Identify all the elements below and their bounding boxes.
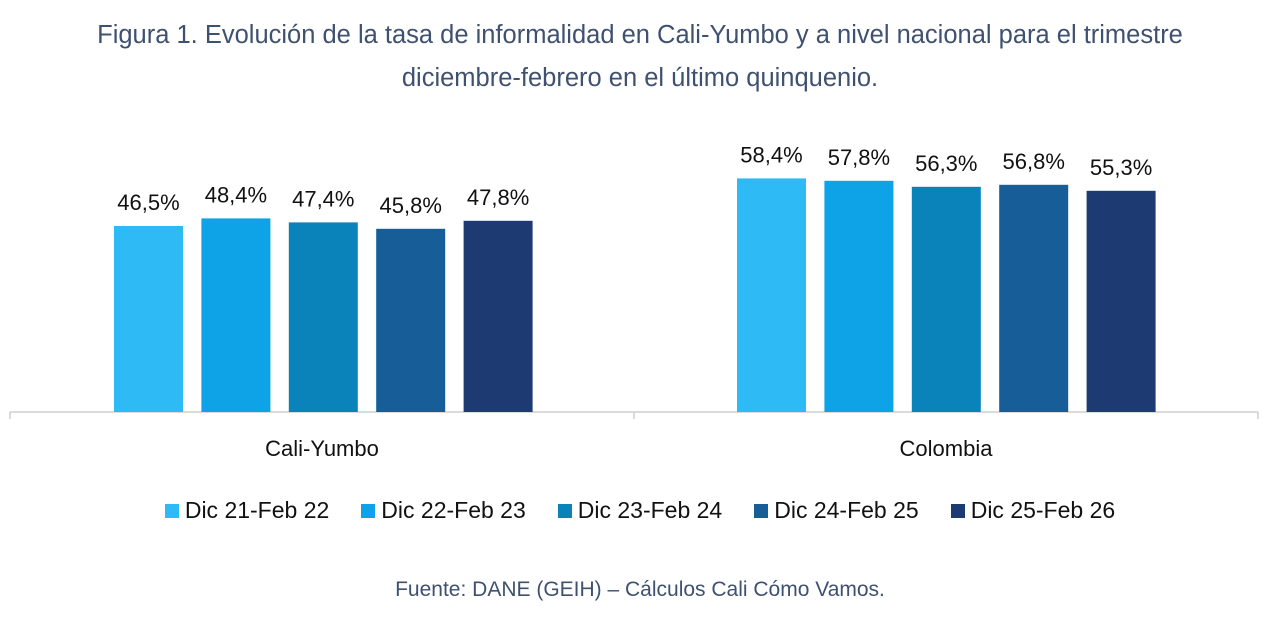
bar-cali-yumbo-1 (114, 226, 183, 412)
data-label: 58,4% (740, 142, 802, 167)
legend-swatch (361, 503, 376, 518)
bar-colombia-5 (1086, 190, 1156, 412)
category-label: Colombia (900, 436, 994, 461)
data-label: 47,8% (467, 185, 529, 210)
legend-item: Dic 21-Feb 22 (164, 497, 330, 524)
bar-cali-yumbo-3 (288, 222, 358, 412)
chart-title: Figura 1. Evolución de la tasa de inform… (0, 14, 1280, 100)
data-label: 45,8% (380, 193, 442, 218)
bar-colombia-1 (737, 178, 806, 412)
legend-label: Dic 22-Feb 23 (381, 497, 526, 523)
data-label: 57,8% (828, 145, 890, 170)
bar-cali-yumbo-4 (376, 228, 446, 412)
category-label: Cali-Yumbo (265, 436, 379, 461)
legend-label: Dic 25-Feb 26 (970, 497, 1116, 523)
legend-swatch (557, 503, 572, 518)
data-label: 55,3% (1090, 155, 1152, 180)
legend-swatch (164, 503, 179, 518)
bar-cali-yumbo-2 (201, 218, 271, 412)
data-label: 56,8% (1003, 149, 1065, 174)
chart-legend: Dic 21-Feb 22 Dic 22-Feb 23 Dic 23-Feb 24 D… (0, 497, 1280, 524)
legend-item: Dic 24-Feb 25 (754, 497, 919, 524)
legend-swatch (950, 503, 965, 518)
data-label: 48,4% (205, 182, 267, 207)
bar-cali-yumbo-5 (463, 220, 533, 412)
legend-label: Dic 23-Feb 24 (577, 497, 723, 523)
legend-item: Dic 22-Feb 23 (361, 497, 526, 524)
legend-swatch (754, 503, 769, 518)
bar-chart: 46,5% 58,4% 48,4% 57,8% 47,4% 56,3% 45,8% 56,8%… (9, 142, 1259, 461)
data-label: 47,4% (292, 186, 354, 211)
bar-colombia-3 (911, 186, 981, 412)
data-label: 56,3% (915, 151, 977, 176)
legend-item: Dic 25-Feb 26 (950, 497, 1116, 524)
data-label: 46,5% (117, 190, 179, 215)
legend-label: Dic 24-Feb 25 (774, 497, 919, 523)
bar-colombia-2 (824, 180, 894, 412)
bar-colombia-4 (999, 184, 1069, 412)
chart-title-line-1: Figura 1. Evolución de la tasa de inform… (97, 21, 1183, 49)
chart-source: Fuente: DANE (GEIH) – Cálculos Cali Cómo… (395, 578, 885, 601)
legend-item: Dic 23-Feb 24 (557, 497, 723, 524)
chart-title-line-2: diciembre-febrero en el último quinqueni… (401, 64, 879, 92)
legend-label: Dic 21-Feb 22 (184, 497, 330, 523)
